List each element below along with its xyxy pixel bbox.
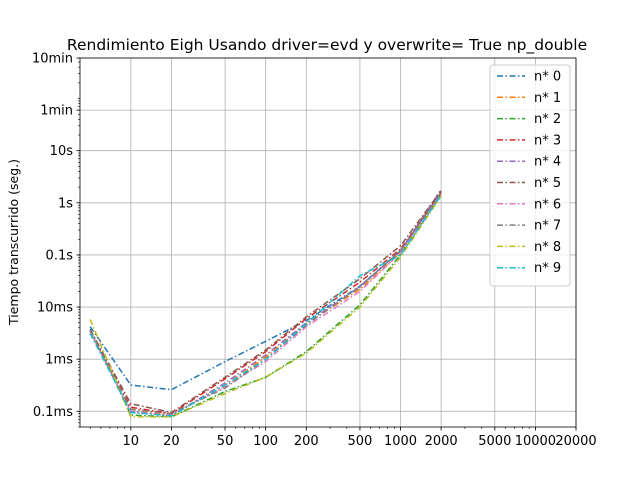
legend: n* 0 n* 1 n* 2 n* 3 n* 4 n* 5 n* 6 n* 7 n* 8 n* 9 (489, 64, 571, 287)
y-tick-label: 10min (32, 52, 73, 67)
y-tick-label: 10s (50, 144, 74, 159)
series-line-2 (89, 194, 442, 418)
legend-frame (489, 64, 571, 287)
plot-frame (79, 57, 577, 428)
series-line-5 (89, 190, 442, 414)
legend-label-6: n* 6 (534, 197, 561, 212)
tick-labels: 10 20 50 100 200 500 1000 2000 5000 10000 20000 0.1… (32, 52, 597, 450)
ticks (76, 57, 577, 431)
legend-label-7: n* 7 (534, 219, 561, 234)
legend-label-1: n* 1 (534, 91, 561, 106)
series-line-0 (89, 191, 442, 391)
chart-title: Rendimiento Eigh Usando driver=evd y ove… (67, 36, 587, 55)
legend-label-0: n* 0 (534, 70, 561, 85)
x-tick-label: 100 (253, 434, 278, 449)
x-tick-label: 500 (348, 434, 373, 449)
legend-label-9: n* 9 (534, 261, 561, 276)
series-line-3 (89, 192, 442, 415)
y-axis-label: Tiempo transcurrido (seg.) (6, 159, 21, 326)
x-tick-label: 1000 (384, 434, 417, 449)
x-tick-label: 20 (163, 434, 180, 449)
y-tick-label: 0.1ms (33, 405, 73, 420)
series-line-8 (89, 195, 442, 418)
legend-label-8: n* 8 (534, 240, 561, 255)
y-tick-label: 1min (40, 104, 73, 119)
x-tick-label: 10 (123, 434, 140, 449)
x-tick-label: 20000 (555, 434, 596, 449)
x-tick-label: 200 (294, 434, 319, 449)
y-tick-label: 0.1s (46, 248, 74, 263)
y-tick-label: 1s (58, 196, 73, 211)
legend-label-3: n* 3 (534, 133, 561, 148)
y-tick-label: 1ms (45, 353, 73, 368)
x-tick-label: 5000 (478, 434, 511, 449)
series-lines (89, 189, 442, 418)
legend-label-5: n* 5 (534, 176, 561, 191)
x-tick-label: 2000 (425, 434, 458, 449)
legend-label-4: n* 4 (534, 155, 561, 170)
legend-label-2: n* 2 (534, 112, 561, 127)
x-tick-label: 10000 (515, 434, 556, 449)
x-tick-label: 50 (217, 434, 234, 449)
y-tick-label: 10ms (37, 301, 73, 316)
series-line-9 (89, 194, 442, 417)
